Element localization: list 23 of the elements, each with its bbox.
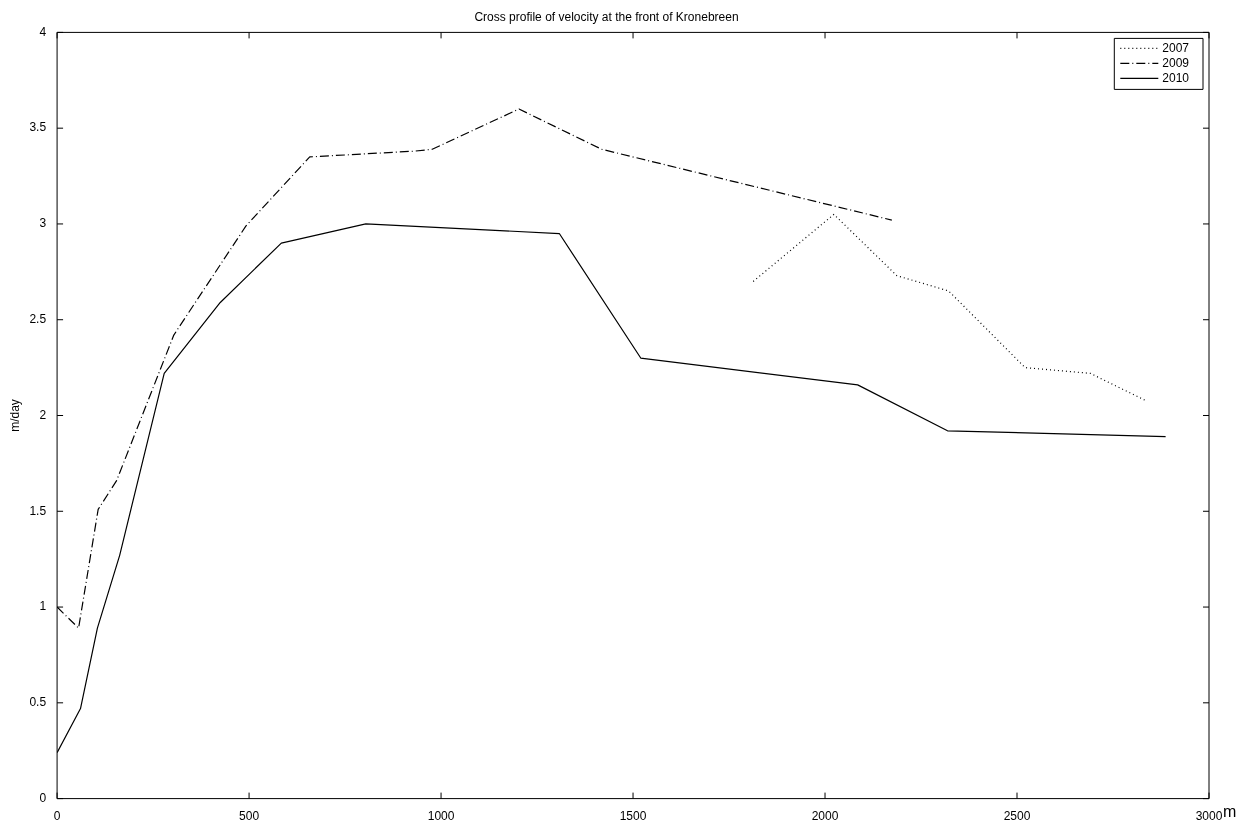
legend-label: 2009 <box>1162 55 1190 70</box>
y-tick-label: 3.5 <box>29 120 47 135</box>
y-axis-title: m/day <box>7 399 22 432</box>
legend-label: 2010 <box>1162 70 1190 85</box>
x-tick-label: 2000 <box>811 809 839 824</box>
legend-label: 2007 <box>1162 40 1190 55</box>
x-tick-label: 3000 <box>1195 809 1223 824</box>
y-tick-label: 4 <box>39 24 47 39</box>
y-tick-label: 3 <box>39 216 47 231</box>
x-tick-label: 500 <box>239 809 260 824</box>
x-tick-label: 1000 <box>427 809 455 824</box>
x-tick-label: 1500 <box>619 809 647 824</box>
y-tick-label: 2 <box>39 407 47 422</box>
y-tick-label: 0 <box>39 790 47 805</box>
y-tick-label: 1 <box>39 599 47 614</box>
chart-title: Cross profile of velocity at the front of Kronebreen <box>474 9 739 24</box>
y-tick-label: 1.5 <box>29 503 47 518</box>
x-tick-label: 0 <box>53 809 61 824</box>
y-tick-label: 0.5 <box>29 695 47 710</box>
y-tick-label: 2.5 <box>29 312 47 327</box>
x-axis-title: m <box>1223 803 1237 821</box>
line-series <box>752 213 1146 401</box>
x-tick-label: 2500 <box>1003 809 1031 824</box>
